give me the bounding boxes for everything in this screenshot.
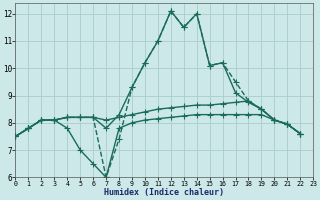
- X-axis label: Humidex (Indice chaleur): Humidex (Indice chaleur): [104, 188, 224, 197]
